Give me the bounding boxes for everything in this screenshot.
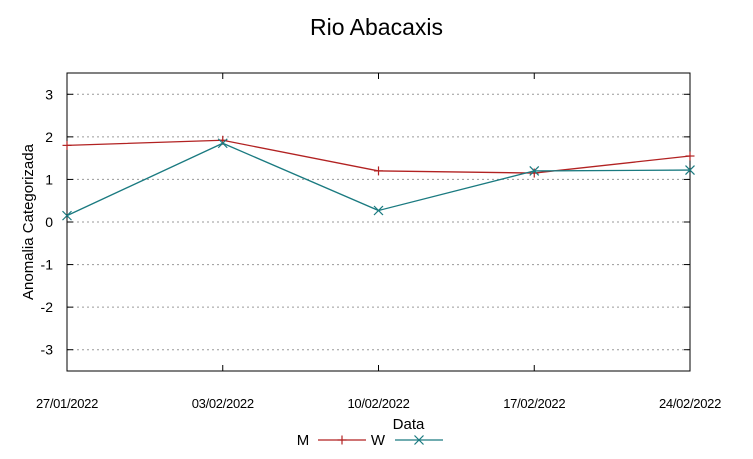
x-tick-label: 10/02/2022 <box>347 396 409 411</box>
y-tick-label: 1 <box>45 171 53 187</box>
x-tick-label: 17/02/2022 <box>503 396 565 411</box>
data-point-w <box>62 210 72 221</box>
y-tick-label: 2 <box>45 129 53 145</box>
x-axis-label: Data <box>393 416 425 433</box>
chart-title: Rio Abacaxis <box>310 14 443 40</box>
data-point-w <box>373 205 384 216</box>
x-tick-label: 24/02/2022 <box>659 396 721 411</box>
y-tick-label: -1 <box>41 257 54 273</box>
y-tick-label: 0 <box>45 214 53 230</box>
y-tick-label: -3 <box>41 342 54 358</box>
y-axis-label: Anomalia Categorizada <box>20 143 37 300</box>
legend-label-m: M <box>297 432 310 449</box>
x-tick-label: 03/02/2022 <box>192 396 254 411</box>
legend-label-w: W <box>371 432 386 449</box>
data-point-w <box>217 138 228 149</box>
plot-border <box>66 72 691 372</box>
x-tick-label: 27/01/2022 <box>36 396 98 411</box>
data-point-w <box>529 165 540 176</box>
y-tick-label: -2 <box>41 299 54 315</box>
data-point-w <box>685 165 695 175</box>
y-tick-label: 3 <box>45 86 53 102</box>
legend-marker-w <box>414 435 424 445</box>
